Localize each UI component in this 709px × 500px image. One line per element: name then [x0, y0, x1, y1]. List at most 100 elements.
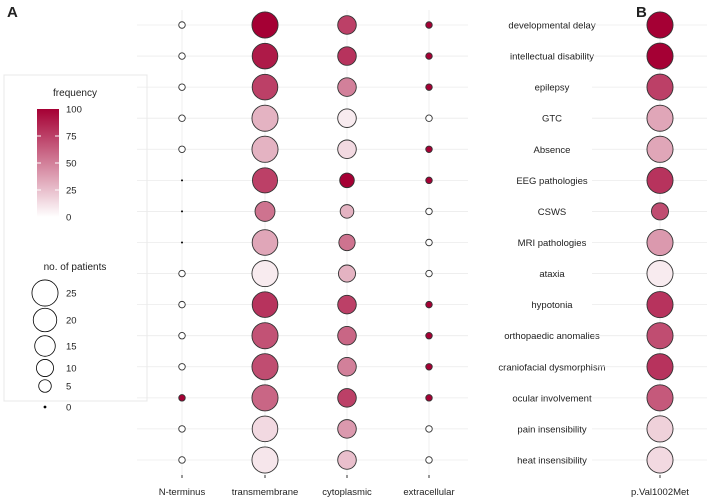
bubble-n-terminus-intellectual-disability — [178, 52, 186, 60]
y-tick-label: MRI pathologies — [518, 238, 587, 249]
bubble-n-terminus-craniofacial-dysmorphism — [178, 363, 186, 371]
bubble-p-val1002met-heat-insensibility — [646, 446, 674, 474]
size-legend-label: 25 — [66, 289, 77, 300]
y-tick-label: hypotonia — [531, 300, 573, 311]
x-tick-label: transmembrane — [232, 487, 299, 498]
colorbar-tick-label: 75 — [66, 132, 77, 143]
bubble-transmembrane-gtc — [251, 104, 279, 132]
bubble-cytoplasmic-developmental-delay — [337, 15, 357, 35]
bubble-extracellular-hypotonia — [425, 300, 433, 309]
y-tick-label: ataxia — [539, 269, 565, 280]
size-legend-label: 15 — [66, 342, 77, 353]
bubble-extracellular-craniofacial-dysmorphism — [425, 363, 433, 371]
bubble-cytoplasmic-heat-insensibility — [337, 450, 357, 470]
colorbar-tick-label: 0 — [66, 213, 71, 224]
size-legend-circle — [38, 379, 52, 393]
bubble-transmembrane-csws — [254, 201, 276, 222]
y-tick-label: heat insensibility — [517, 455, 587, 466]
y-tick-label: intellectual disability — [510, 52, 594, 63]
y-tick-label: ocular involvement — [512, 393, 592, 404]
bubble-cytoplasmic-ocular-involvement — [337, 388, 357, 408]
bubble-transmembrane-eeg-pathologies — [252, 167, 278, 194]
bubble-transmembrane-pain-insensibility — [251, 415, 279, 443]
x-tick-label: p.Val1002Met — [631, 487, 689, 498]
bubble-n-terminus-heat-insensibility — [178, 456, 186, 464]
bubble-n-terminus-csws — [181, 210, 183, 213]
size-legend-circle — [36, 359, 54, 377]
size-legend-label: 20 — [66, 316, 77, 327]
bubble-extracellular-developmental-delay — [425, 21, 433, 29]
x-tick-label: cytoplasmic — [322, 487, 372, 498]
bubble-p-val1002met-csws — [651, 202, 669, 221]
size-legend-label: 0 — [66, 403, 71, 414]
bubble-cytoplasmic-eeg-pathologies — [339, 172, 355, 189]
size-legend-label: 10 — [66, 364, 77, 375]
bubble-extracellular-ataxia — [425, 269, 433, 278]
bubble-n-terminus-mri-pathologies — [181, 241, 183, 244]
colorbar-tick-label: 100 — [66, 105, 82, 116]
bubble-p-val1002met-ocular-involvement — [646, 384, 674, 412]
panel-b-label: B — [636, 4, 647, 21]
bubble-extracellular-absence — [425, 145, 433, 153]
colorbar-tick-label: 25 — [66, 186, 77, 197]
size-legend-circle — [31, 279, 59, 307]
bubble-extracellular-ocular-involvement — [425, 394, 433, 402]
y-tick-label: Absence — [534, 145, 571, 156]
bubble-n-terminus-ataxia — [178, 269, 186, 278]
legend-color-title: frequency — [53, 88, 97, 99]
panel-a-label: A — [7, 4, 18, 21]
bubble-p-val1002met-craniofacial-dysmorphism — [646, 353, 674, 381]
y-tick-label: CSWS — [538, 207, 567, 218]
bubble-cytoplasmic-epilepsy — [337, 77, 357, 97]
bubble-extracellular-eeg-pathologies — [425, 176, 433, 185]
y-tick-label: pain insensibility — [517, 424, 586, 435]
bubble-cytoplasmic-orthopaedic-anomalies — [337, 325, 357, 346]
bubble-cytoplasmic-mri-pathologies — [338, 233, 356, 252]
bubble-p-val1002met-mri-pathologies — [646, 228, 674, 256]
y-tick-label: EEG pathologies — [516, 176, 588, 187]
y-tick-label: epilepsy — [535, 83, 570, 94]
legend-box — [3, 74, 148, 402]
bubble-extracellular-gtc — [425, 114, 433, 122]
bubble-n-terminus-orthopaedic-anomalies — [178, 332, 186, 340]
bubble-p-val1002met-orthopaedic-anomalies — [646, 322, 674, 350]
bubble-extracellular-mri-pathologies — [425, 238, 433, 247]
bubble-extracellular-pain-insensibility — [425, 425, 433, 433]
bubble-n-terminus-pain-insensibility — [178, 425, 186, 433]
bubble-transmembrane-epilepsy — [251, 73, 279, 101]
bubble-transmembrane-intellectual-disability — [251, 42, 279, 70]
bubble-transmembrane-mri-pathologies — [251, 229, 279, 256]
legend-size-title: no. of patients — [44, 262, 107, 273]
colorbar-tick-label: 50 — [66, 159, 77, 170]
size-legend-circle — [32, 307, 58, 333]
bubble-transmembrane-heat-insensibility — [251, 446, 279, 474]
bubble-p-val1002met-pain-insensibility — [646, 415, 674, 443]
bubble-transmembrane-developmental-delay — [251, 11, 279, 39]
bubble-cytoplasmic-pain-insensibility — [337, 419, 357, 439]
size-legend-label: 5 — [66, 382, 71, 393]
bubble-extracellular-intellectual-disability — [425, 52, 433, 60]
bubble-cytoplasmic-intellectual-disability — [337, 46, 357, 66]
bubble-transmembrane-craniofacial-dysmorphism — [251, 353, 279, 381]
bubble-n-terminus-developmental-delay — [178, 21, 186, 29]
bubble-transmembrane-absence — [251, 135, 279, 163]
bubble-cytoplasmic-csws — [339, 204, 355, 219]
bubble-cytoplasmic-gtc — [337, 108, 357, 128]
bubble-cytoplasmic-craniofacial-dysmorphism — [337, 357, 357, 377]
bubble-cytoplasmic-absence — [337, 139, 357, 160]
bubble-p-val1002met-intellectual-disability — [646, 42, 674, 70]
size-legend-circle — [43, 405, 47, 409]
bubble-extracellular-heat-insensibility — [425, 456, 433, 464]
bubble-transmembrane-hypotonia — [251, 291, 279, 318]
bubble-n-terminus-hypotonia — [178, 300, 186, 309]
bubble-p-val1002met-hypotonia — [646, 291, 674, 319]
bubble-transmembrane-ocular-involvement — [251, 384, 279, 412]
bubble-transmembrane-orthopaedic-anomalies — [251, 322, 279, 350]
panel-a-plot: developmental delay intellectual disabili… — [137, 10, 606, 498]
bubble-n-terminus-epilepsy — [178, 83, 186, 91]
y-tick-label: developmental delay — [508, 21, 595, 32]
y-tick-label: orthopaedic anomalies — [504, 331, 600, 342]
bubble-n-terminus-ocular-involvement — [178, 394, 186, 402]
